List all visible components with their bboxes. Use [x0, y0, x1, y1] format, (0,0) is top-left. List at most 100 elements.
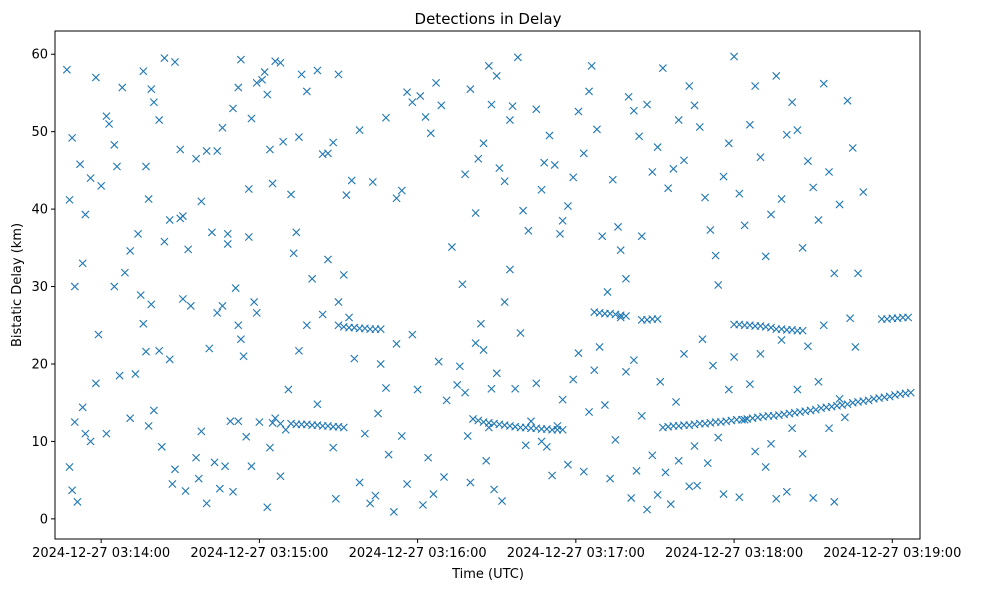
data-point — [825, 424, 834, 433]
data-point — [679, 349, 688, 358]
data-point — [516, 329, 525, 337]
data-point — [859, 188, 868, 197]
data-point — [513, 53, 522, 62]
data-point — [711, 251, 720, 260]
data-point — [685, 482, 694, 491]
data-point — [830, 269, 839, 278]
data-point — [141, 162, 150, 171]
data-point — [408, 330, 417, 339]
data-point — [798, 449, 807, 458]
data-point — [761, 462, 770, 471]
data-point — [171, 465, 179, 474]
data-point — [421, 112, 430, 121]
data-point — [160, 54, 169, 63]
data-point — [587, 61, 596, 70]
data-point — [606, 474, 615, 483]
data-point — [86, 437, 95, 446]
data-point — [437, 101, 446, 110]
data-point — [811, 405, 820, 414]
data-point — [239, 352, 248, 361]
data-point — [176, 145, 185, 154]
data-point — [105, 119, 114, 128]
data-point — [178, 294, 187, 303]
data-point — [724, 139, 733, 148]
data-point — [112, 162, 121, 171]
data-point — [592, 125, 601, 134]
data-point — [479, 346, 488, 355]
data-point — [703, 459, 712, 468]
data-point — [252, 308, 261, 317]
data-point — [308, 274, 317, 283]
data-point — [627, 493, 636, 502]
data-point — [70, 418, 79, 427]
y-tick-label: 40 — [31, 203, 48, 218]
data-point — [904, 313, 913, 322]
data-point — [632, 466, 641, 475]
data-point — [279, 137, 288, 146]
data-point — [424, 453, 433, 462]
data-point — [698, 335, 707, 344]
data-point — [223, 229, 232, 238]
data-point — [118, 83, 127, 92]
data-point — [461, 388, 470, 397]
data-point — [231, 284, 240, 293]
data-point — [532, 105, 541, 114]
data-point — [745, 380, 754, 389]
data-point — [413, 385, 422, 394]
data-point — [81, 429, 90, 438]
data-point — [192, 453, 201, 462]
data-point — [471, 208, 480, 217]
data-point — [281, 425, 290, 434]
data-point — [76, 160, 85, 169]
data-point — [165, 355, 174, 364]
data-point — [236, 335, 245, 344]
data-point — [331, 494, 340, 503]
data-point — [234, 417, 243, 426]
data-point — [453, 380, 462, 389]
data-point — [171, 57, 179, 66]
data-point — [210, 458, 219, 467]
data-point — [569, 375, 578, 384]
data-point — [553, 421, 562, 430]
data-point — [205, 344, 214, 353]
data-point — [756, 153, 765, 162]
data-point — [906, 388, 915, 397]
data-point — [487, 384, 496, 393]
data-point — [484, 61, 493, 70]
data-point — [458, 280, 467, 289]
data-point — [397, 432, 406, 440]
data-point — [788, 424, 797, 433]
data-point — [603, 287, 612, 296]
y-tick-label: 30 — [31, 280, 48, 295]
data-point — [745, 120, 754, 129]
data-point — [563, 202, 572, 210]
data-point — [147, 85, 156, 94]
data-point — [521, 441, 530, 450]
data-point — [714, 433, 723, 442]
data-point — [648, 167, 657, 176]
data-point — [149, 98, 158, 107]
data-point — [97, 181, 106, 190]
data-point — [202, 499, 211, 508]
data-point — [664, 184, 673, 193]
data-point — [360, 429, 369, 438]
data-point — [656, 377, 665, 386]
data-point — [814, 215, 823, 224]
data-point — [798, 326, 807, 335]
data-point — [545, 131, 554, 140]
data-point — [334, 70, 343, 79]
data-point — [777, 335, 786, 344]
data-point — [434, 357, 443, 366]
data-point — [579, 467, 588, 476]
data-point — [585, 87, 594, 96]
data-point — [403, 480, 412, 489]
data-point — [735, 189, 744, 198]
x-axis-label: Time (UTC) — [451, 567, 524, 582]
data-point — [629, 106, 638, 115]
data-point — [276, 58, 285, 67]
data-point — [155, 346, 164, 355]
data-point — [160, 237, 169, 246]
data-point — [126, 246, 135, 255]
data-point — [91, 73, 100, 82]
